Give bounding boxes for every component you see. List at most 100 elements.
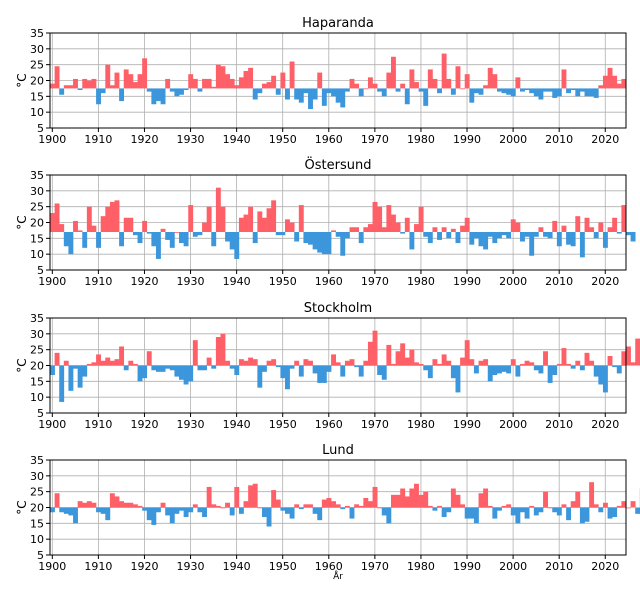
bar-1996 bbox=[492, 365, 498, 375]
bar-2009 bbox=[552, 507, 558, 513]
bar-2013 bbox=[570, 365, 576, 369]
bar-1984 bbox=[437, 363, 442, 366]
bar-2003 bbox=[524, 360, 530, 366]
x-tick-label: 1950 bbox=[269, 560, 297, 573]
bar-2023 bbox=[616, 232, 622, 234]
bar-1961 bbox=[331, 501, 336, 508]
bar-1948 bbox=[271, 359, 277, 366]
bar-1927 bbox=[174, 365, 180, 377]
bar-2011 bbox=[561, 504, 567, 508]
bar-1910 bbox=[96, 88, 101, 105]
bar-1973 bbox=[386, 507, 392, 524]
bar-2017 bbox=[589, 227, 595, 232]
bar-1999 bbox=[506, 232, 512, 239]
bar-2010 bbox=[556, 232, 562, 247]
bar-2023 bbox=[616, 505, 622, 508]
bar-2002 bbox=[520, 363, 525, 366]
bar-2000 bbox=[510, 507, 516, 516]
bar-1971 bbox=[377, 88, 383, 92]
bar-1941 bbox=[238, 507, 244, 514]
bar-1920 bbox=[142, 365, 148, 379]
bar-1904 bbox=[68, 365, 74, 391]
bar-1968 bbox=[363, 227, 369, 232]
bar-1998 bbox=[501, 88, 507, 94]
bar-2015 bbox=[579, 88, 585, 92]
bar-1996 bbox=[492, 507, 498, 519]
bar-1984 bbox=[437, 88, 442, 94]
bar-2009 bbox=[552, 365, 558, 375]
y-tick-label: 35 bbox=[30, 169, 44, 182]
bar-2024 bbox=[621, 501, 627, 508]
bar-2010 bbox=[556, 507, 562, 516]
bar-2017 bbox=[589, 482, 595, 508]
bar-2002 bbox=[520, 88, 525, 92]
bar-1965 bbox=[349, 359, 355, 366]
x-tick-label: 2000 bbox=[499, 133, 527, 146]
bar-2018 bbox=[593, 504, 599, 508]
bar-1955 bbox=[303, 504, 309, 508]
bar-1926 bbox=[169, 232, 175, 248]
bar-1943 bbox=[248, 485, 254, 508]
x-tick-label: 1910 bbox=[84, 560, 112, 573]
y-tick-label: 15 bbox=[30, 232, 44, 245]
bar-1937 bbox=[220, 66, 226, 89]
bar-1944 bbox=[252, 88, 258, 100]
bar-1984 bbox=[437, 232, 442, 240]
x-tick-label: 1940 bbox=[223, 560, 251, 573]
bar-1908 bbox=[86, 363, 92, 366]
bar-1952 bbox=[289, 222, 295, 232]
x-tick-label: 1940 bbox=[223, 418, 251, 431]
x-tick-label: 1910 bbox=[84, 133, 112, 146]
bar-1928 bbox=[179, 507, 184, 511]
bar-2014 bbox=[575, 491, 581, 508]
bar-1945 bbox=[257, 88, 263, 94]
bar-1998 bbox=[501, 232, 507, 236]
bar-1963 bbox=[340, 88, 346, 108]
bar-1973 bbox=[386, 205, 392, 232]
panel-stockholm: 5 10 15 20 25 30 35 1900 1910 1920 1930 1940 1950 196… bbox=[15, 301, 640, 431]
bar-1993 bbox=[478, 360, 484, 366]
bar-1981 bbox=[423, 88, 429, 106]
bar-1968 bbox=[363, 88, 369, 90]
bar-1995 bbox=[487, 365, 493, 382]
bar-1950 bbox=[280, 507, 286, 511]
bar-1932 bbox=[197, 365, 203, 371]
bar-1909 bbox=[91, 362, 97, 366]
bar-1935 bbox=[211, 365, 217, 369]
bar-1952 bbox=[289, 61, 295, 89]
x-tick-label: 1920 bbox=[130, 418, 158, 431]
bar-2027 bbox=[635, 338, 640, 366]
bar-1918 bbox=[132, 232, 138, 236]
bar-1942 bbox=[243, 360, 249, 366]
bar-1972 bbox=[381, 507, 387, 516]
bar-2010 bbox=[556, 363, 562, 366]
bar-1901 bbox=[54, 203, 60, 232]
bar-1989 bbox=[460, 357, 466, 366]
bar-1968 bbox=[363, 360, 369, 366]
bar-1942 bbox=[243, 501, 249, 508]
bar-1911 bbox=[100, 360, 106, 366]
bar-1977 bbox=[404, 496, 410, 508]
bar-1965 bbox=[349, 507, 355, 519]
bar-1985 bbox=[441, 507, 447, 517]
bar-1921 bbox=[146, 232, 152, 234]
bar-1913 bbox=[109, 493, 115, 508]
bar-2000 bbox=[510, 88, 516, 97]
chart-title: Lund bbox=[322, 443, 354, 458]
bar-1943 bbox=[248, 206, 254, 232]
bar-1974 bbox=[390, 363, 396, 366]
bar-1903 bbox=[63, 507, 69, 514]
bar-1924 bbox=[160, 88, 166, 105]
bar-1975 bbox=[395, 88, 401, 92]
x-tick-label: 1920 bbox=[130, 560, 158, 573]
x-tick-label: 2020 bbox=[591, 133, 619, 146]
bar-1940 bbox=[234, 365, 240, 375]
bar-2023 bbox=[616, 83, 622, 89]
bar-1991 bbox=[469, 507, 475, 519]
bar-1925 bbox=[165, 78, 171, 89]
bar-1989 bbox=[460, 504, 466, 508]
x-tick-label: 2010 bbox=[545, 275, 573, 288]
bar-2015 bbox=[579, 507, 585, 524]
y-tick-label: 35 bbox=[30, 27, 44, 40]
